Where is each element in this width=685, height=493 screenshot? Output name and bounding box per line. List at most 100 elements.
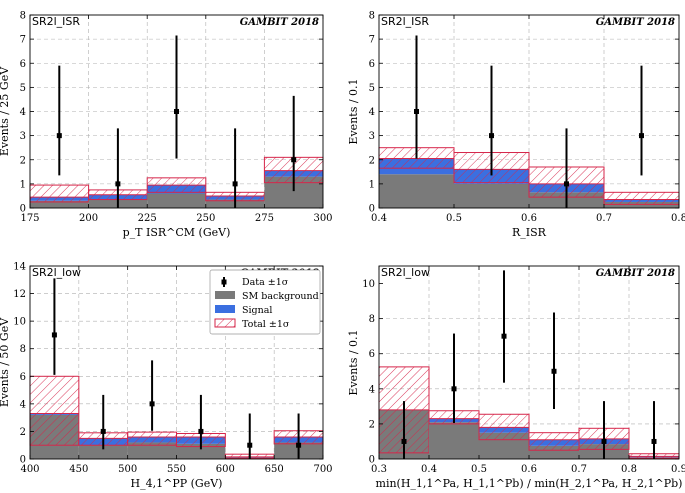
background-bar xyxy=(429,422,479,459)
y-axis-label: Events / 25 GeV xyxy=(0,66,11,156)
x-tick-label: 0.4 xyxy=(421,464,437,475)
background-bar xyxy=(147,193,206,208)
y-axis-label: Events / 0.1 xyxy=(347,78,360,144)
x-tick-label: 275 xyxy=(255,213,274,224)
x-tick-label: 400 xyxy=(20,464,39,475)
y-tick-label: 2 xyxy=(369,155,375,166)
data-point xyxy=(501,333,507,339)
region-label: SR2l_low xyxy=(32,266,81,279)
y-tick-label: 7 xyxy=(369,35,375,46)
x-tick-label: 650 xyxy=(265,464,284,475)
data-point xyxy=(651,438,657,444)
x-tick-label: 700 xyxy=(313,464,332,475)
legend-signal-label: Signal xyxy=(242,305,272,316)
y-tick-label: 10 xyxy=(362,279,375,290)
data-point xyxy=(401,438,407,444)
data-point xyxy=(291,157,297,163)
data-point xyxy=(149,401,155,407)
legend-total-swatch xyxy=(214,318,236,328)
background-bar xyxy=(127,442,177,459)
x-tick-label: 600 xyxy=(216,464,235,475)
y-tick-label: 6 xyxy=(20,372,26,383)
x-tick-label: 225 xyxy=(138,213,157,224)
y-tick-label: 8 xyxy=(20,11,26,22)
legend-data-marker xyxy=(221,279,227,285)
total-band xyxy=(528,432,580,451)
region-label: SR2l_low xyxy=(381,266,430,279)
x-tick-label: 300 xyxy=(313,213,332,224)
y-tick-label: 6 xyxy=(369,59,375,70)
data-point xyxy=(414,109,419,114)
x-tick-label: 0.6 xyxy=(521,213,537,224)
y-tick-label: 2 xyxy=(369,419,375,430)
y-tick-label: 4 xyxy=(20,399,26,410)
y-tick-label: 10 xyxy=(13,317,26,328)
data-point xyxy=(51,332,57,338)
y-tick-label: 3 xyxy=(20,131,26,142)
gambit-tag: GAMBIT 2018 xyxy=(596,268,675,279)
y-tick-label: 0 xyxy=(369,204,375,215)
total-band xyxy=(603,191,680,205)
x-tick-label: 0.5 xyxy=(471,464,487,475)
x-axis-label: R_ISR xyxy=(512,226,547,239)
legend-background-swatch xyxy=(215,291,235,299)
region-label: SR2l_ISR xyxy=(381,15,429,28)
y-tick-label: 14 xyxy=(13,262,26,273)
data-point xyxy=(639,133,644,139)
x-tick-label: 0.8 xyxy=(671,213,685,224)
legend-data-label: Data ±1σ xyxy=(242,277,289,288)
y-tick-label: 4 xyxy=(369,384,375,395)
x-tick-label: 450 xyxy=(69,464,88,475)
data-point xyxy=(296,442,302,448)
y-tick-label: 1 xyxy=(20,179,26,190)
background-bar xyxy=(78,445,128,459)
background-bar xyxy=(604,201,679,208)
x-tick-label: 0.4 xyxy=(371,213,387,224)
chart-panel-2: 0.4 0.5 0.6 0.7 0.8 0 1 2 3 4 5 6 7 8 SR2l_ISR GAMBIT 2… xyxy=(347,11,685,240)
data-point xyxy=(451,386,457,392)
y-tick-label: 8 xyxy=(369,314,375,325)
y-tick-label: 8 xyxy=(20,344,26,355)
data-point xyxy=(551,368,557,374)
data-point xyxy=(564,181,569,187)
background-bar xyxy=(379,174,454,208)
region-label: SR2l_ISR xyxy=(32,15,80,28)
y-axis-label: Events / 50 GeV xyxy=(0,317,11,407)
x-axis-label: p_T ISR^CM (GeV) xyxy=(123,226,231,239)
x-tick-label: 0.9 xyxy=(671,464,685,475)
x-tick-label: 0.3 xyxy=(371,464,387,475)
legend-box xyxy=(209,269,321,335)
chart-panel-1: 175 200 225 250 275 300 0 1 2 3 4 5 6 7 8 SR2l_ISR GAMBI… xyxy=(0,11,333,240)
y-tick-label: 4 xyxy=(369,107,375,118)
y-tick-label: 7 xyxy=(20,35,26,46)
x-tick-label: 175 xyxy=(20,213,39,224)
total-band xyxy=(127,431,177,446)
x-axis-label: H_4,1^PP (GeV) xyxy=(131,477,223,490)
legend-signal-swatch xyxy=(215,305,235,313)
total-band xyxy=(29,184,90,203)
data-point xyxy=(601,438,607,444)
data-point xyxy=(489,133,494,139)
y-tick-label: 6 xyxy=(369,349,375,360)
y-tick-label: 8 xyxy=(369,11,375,22)
y-tick-label: 0 xyxy=(20,204,26,215)
y-tick-label: 2 xyxy=(20,427,26,438)
data-point xyxy=(100,428,106,434)
x-tick-label: 550 xyxy=(167,464,186,475)
y-tick-label: 6 xyxy=(20,59,26,70)
data-point xyxy=(115,181,121,187)
y-tick-label: 5 xyxy=(369,83,375,94)
x-tick-label: 200 xyxy=(79,213,98,224)
x-tick-label: 0.5 xyxy=(446,213,462,224)
data-point xyxy=(232,181,238,187)
x-tick-label: 0.8 xyxy=(621,464,637,475)
data-point xyxy=(174,109,179,114)
data-point xyxy=(56,133,62,139)
x-tick-label: 250 xyxy=(196,213,215,224)
total-band xyxy=(29,375,80,446)
gambit-tag: GAMBIT 2018 xyxy=(596,17,675,28)
data-point xyxy=(247,442,253,448)
x-axis-label: min(H_1,1^Pa, H_1,1^Pb) / min(H_2,1^Pa, … xyxy=(376,477,683,490)
y-tick-label: 0 xyxy=(20,455,26,466)
